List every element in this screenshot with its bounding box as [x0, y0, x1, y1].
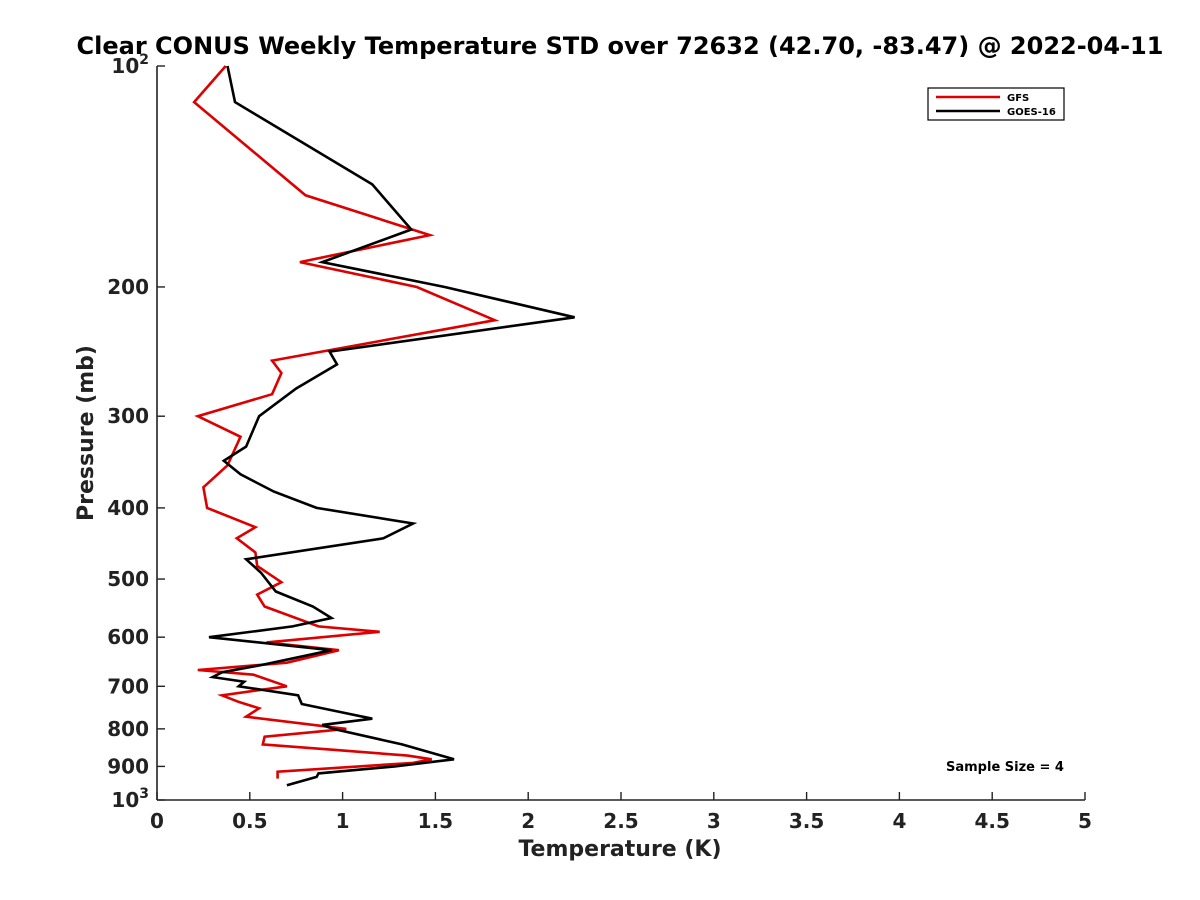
x-tick-label: 4: [892, 809, 906, 833]
x-tick-label: 2.5: [603, 809, 638, 833]
y-tick-label: 600: [107, 625, 149, 649]
legend: GFS GOES-16: [927, 87, 1065, 121]
y-tick-label: 500: [107, 567, 149, 591]
series-line-gfs: [192, 65, 500, 779]
x-tick-label: 0: [150, 809, 164, 833]
sample-size-annotation: Sample Size = 4: [946, 760, 1064, 775]
x-tick-label: 5: [1078, 809, 1092, 833]
series-layer: [192, 65, 575, 787]
x-tick-label: 1.5: [418, 809, 453, 833]
y-axis-label: Pressure (mb): [74, 345, 99, 521]
y-tick-label: 200: [107, 275, 149, 299]
legend-label-gfs: GFS: [1007, 93, 1029, 104]
y-tick-label: 800: [107, 717, 149, 741]
x-tick-label: 3.5: [789, 809, 824, 833]
y-tick-exponent: 3: [139, 786, 149, 802]
y-tick-label: 300: [107, 404, 149, 428]
ticks-layer: 0 0.5 1 1.5 2 2.5 3 3.5 4 4.5 5 102 200 300 400 500 600 7…: [107, 52, 1092, 833]
y-tick-label: 103: [111, 786, 149, 812]
legend-label-goes16: GOES-16: [1007, 107, 1056, 118]
series-line-goes16: [208, 65, 575, 787]
chart-title: Clear CONUS Weekly Temperature STD over …: [77, 32, 1164, 60]
x-axis-label: Temperature (K): [518, 837, 721, 862]
legend-box: [927, 87, 1065, 121]
plot-axes: [156, 66, 1085, 801]
x-tick-label: 0.5: [232, 809, 267, 833]
x-tick-label: 1: [336, 809, 350, 833]
y-tick-label: 102: [111, 52, 149, 78]
x-tick-label: 4.5: [974, 809, 1009, 833]
y-tick-exponent: 2: [139, 52, 149, 68]
y-tick-label: 900: [107, 754, 149, 778]
x-tick-label: 3: [707, 809, 721, 833]
x-tick-label: 2: [521, 809, 535, 833]
y-tick-label: 400: [107, 496, 149, 520]
y-tick-label: 700: [107, 674, 149, 698]
